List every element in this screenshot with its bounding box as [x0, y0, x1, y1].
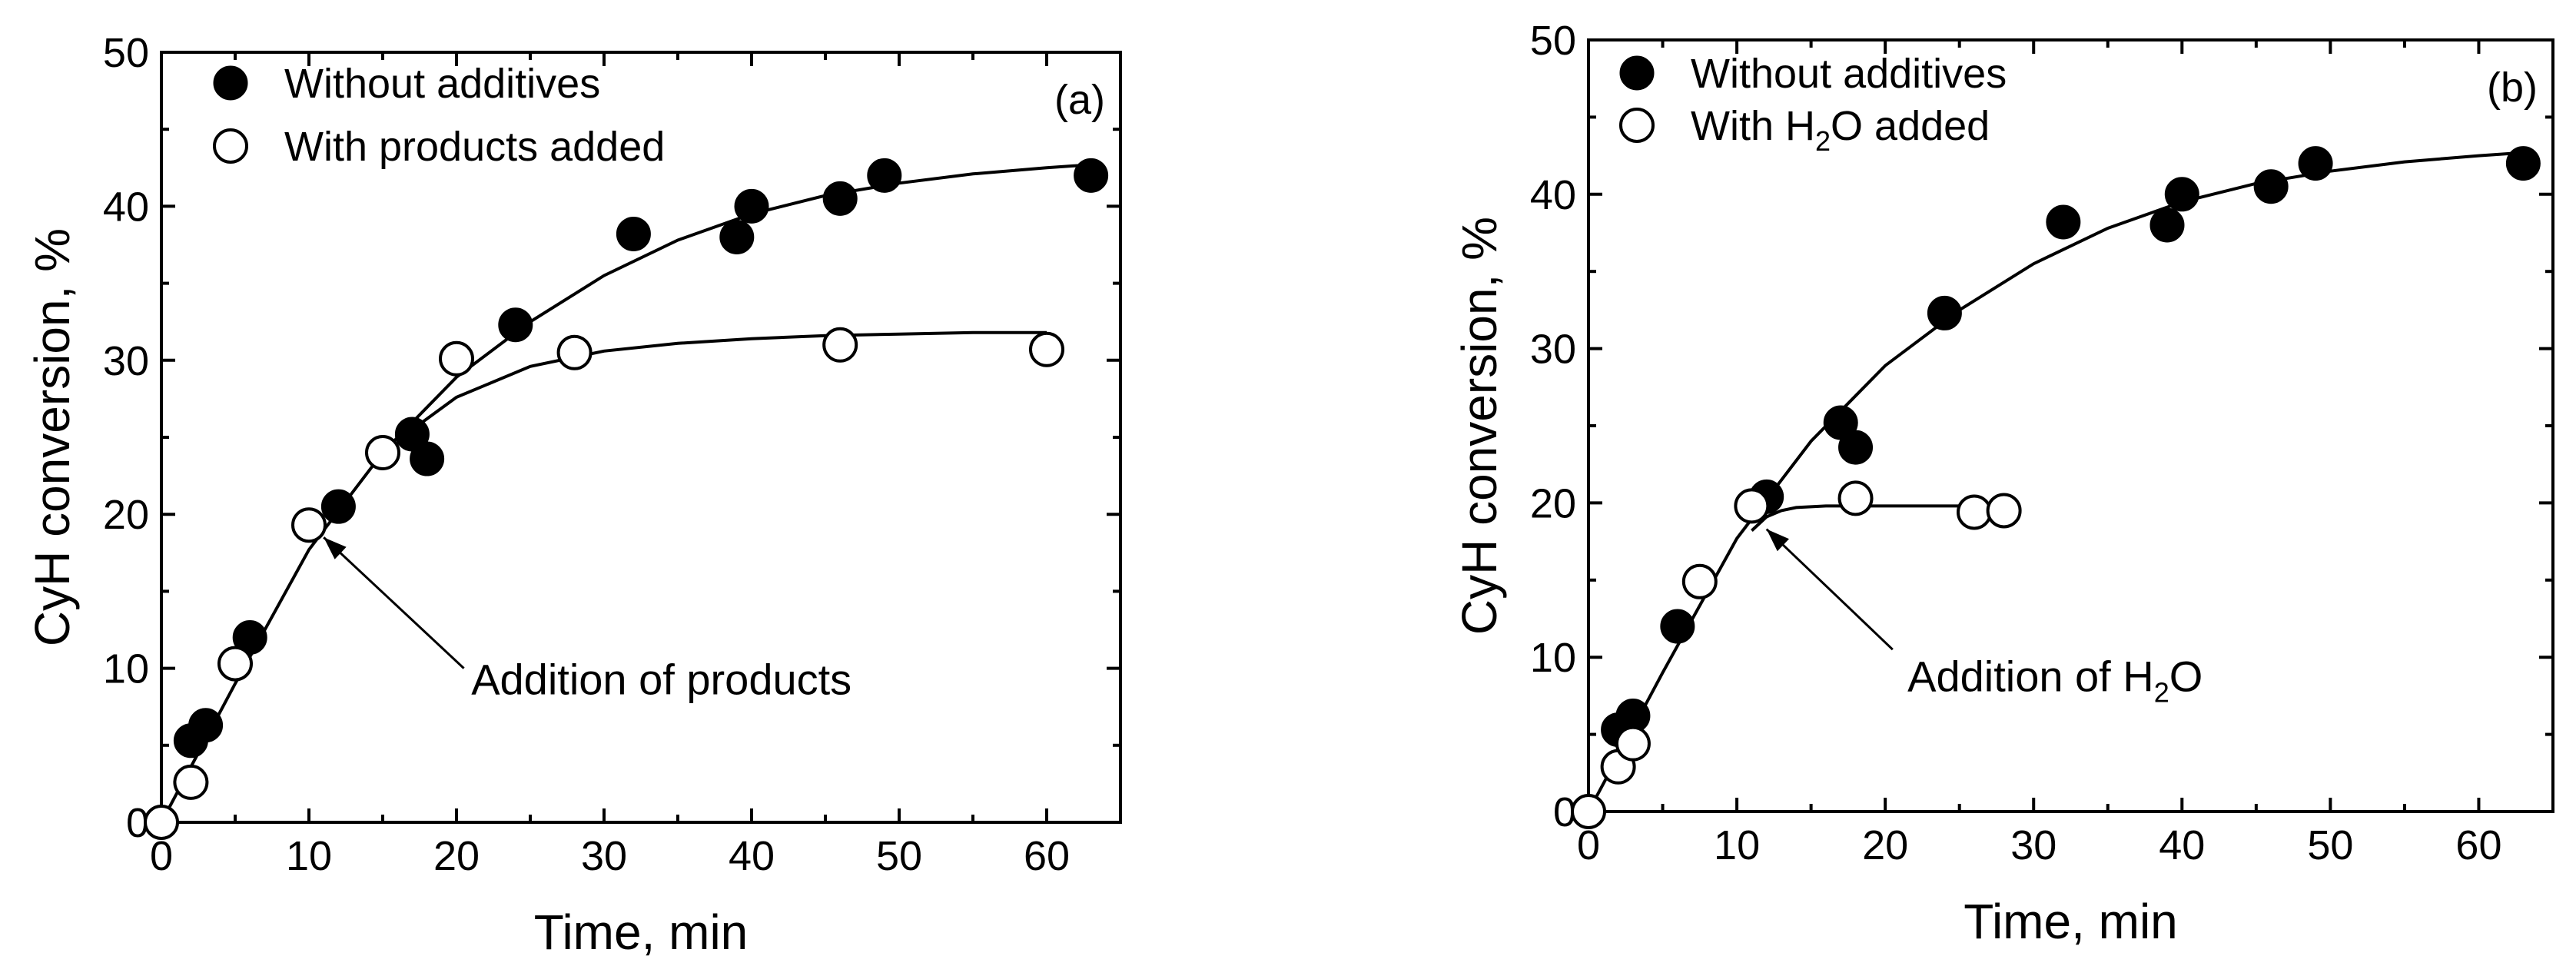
annotation-label: Addition of H2O	[1907, 652, 2203, 708]
data-point-with-additive	[144, 805, 179, 840]
annotation-arrow	[1765, 528, 1894, 651]
x-tick-label: 50	[876, 833, 922, 879]
data-point-with-additive	[1986, 493, 2022, 529]
y-tick-label: 30	[1530, 327, 1576, 373]
y-tick-label: 40	[103, 184, 149, 230]
x-tick-label: 30	[581, 833, 627, 879]
fit-curve	[411, 330, 1047, 431]
data-point-without-additives	[2149, 207, 2185, 243]
annotation-arrowhead	[324, 537, 347, 559]
annotation-arrowhead	[1766, 529, 1789, 552]
annotation-arrow	[323, 536, 465, 669]
data-point-without-additives	[1660, 609, 1695, 644]
data-point-with-additive	[1571, 794, 1606, 829]
x-tick-label: 60	[2455, 822, 2501, 868]
legend-marker-open	[213, 128, 248, 164]
y-tick-label: 20	[1530, 480, 1576, 526]
data-point-without-additives	[410, 441, 445, 476]
data-point-without-additives	[2046, 204, 2081, 240]
data-point-without-additives	[232, 620, 267, 656]
y-tick-label: 20	[103, 492, 149, 538]
data-point-without-additives	[188, 708, 224, 743]
data-point-with-additive	[822, 327, 858, 363]
legend-label: Without additives	[1691, 51, 2007, 97]
fit-curve	[160, 163, 1091, 823]
data-point-with-additive	[1957, 494, 1992, 530]
y-tick-label: 10	[1530, 635, 1576, 681]
x-tick-label: 20	[1862, 822, 1908, 868]
y-tick-label: 30	[103, 338, 149, 384]
data-point-without-additives	[822, 181, 858, 216]
data-point-without-additives	[867, 158, 902, 193]
data-point-without-additives	[1074, 158, 1109, 193]
data-point-without-additives	[719, 219, 755, 254]
x-tick-label: 60	[1024, 833, 1070, 879]
legend-label: With products added	[284, 124, 665, 170]
x-axis-title: Time, min	[1964, 894, 2178, 949]
y-axis-title: CyH conversion, %	[25, 228, 80, 646]
data-point-without-additives	[734, 188, 769, 224]
data-point-with-additive	[556, 334, 593, 370]
x-tick-label: 40	[2159, 822, 2205, 868]
data-point-with-additive	[1681, 563, 1718, 599]
data-point-with-additive	[1837, 480, 1874, 516]
data-point-with-additive	[1615, 725, 1651, 762]
data-point-without-additives	[2505, 146, 2541, 181]
data-point-with-additive	[217, 646, 253, 682]
x-tick-label: 0	[1577, 822, 1600, 868]
x-tick-label: 50	[2307, 822, 2353, 868]
y-tick-label: 50	[1530, 18, 1576, 64]
data-point-without-additives	[1838, 430, 1874, 465]
data-point-with-additive	[365, 435, 400, 471]
legend-marker-filled	[213, 65, 248, 101]
data-point-with-additive	[439, 340, 474, 377]
data-point-without-additives	[498, 307, 533, 343]
y-axis-title: CyH conversion, %	[1452, 217, 1507, 635]
annotation-label: Addition of products	[471, 656, 851, 704]
data-point-without-additives	[616, 216, 651, 251]
legend-marker-filled	[1619, 55, 1655, 91]
y-tick-label: 40	[1530, 172, 1576, 218]
data-point-with-additive	[173, 764, 209, 800]
x-tick-label: 20	[433, 833, 480, 879]
panel-label: (a)	[1054, 77, 1105, 123]
data-point-with-additive	[291, 507, 327, 543]
data-point-without-additives	[2164, 177, 2199, 212]
data-point-without-additives	[320, 489, 356, 524]
data-point-without-additives	[2253, 169, 2289, 204]
x-tick-label: 0	[150, 833, 173, 879]
y-tick-label: 10	[103, 646, 149, 692]
fit-curve	[1751, 504, 2004, 532]
x-tick-label: 10	[1714, 822, 1760, 868]
legend-label: With H2O added	[1691, 103, 1990, 157]
y-tick-label: 50	[103, 30, 149, 76]
panel-label: (b)	[2487, 65, 2538, 111]
data-point-without-additives	[1927, 295, 1962, 330]
fit-curve	[1587, 151, 2524, 812]
legend-marker-open	[1619, 108, 1655, 143]
x-axis-title: Time, min	[534, 905, 749, 960]
data-point-with-additive	[1734, 488, 1770, 524]
legend-label: Without additives	[284, 61, 600, 107]
x-tick-label: 10	[286, 833, 332, 879]
x-tick-label: 40	[729, 833, 775, 879]
x-tick-label: 30	[2010, 822, 2056, 868]
data-point-with-additive	[1029, 331, 1064, 367]
data-point-without-additives	[2298, 146, 2333, 181]
